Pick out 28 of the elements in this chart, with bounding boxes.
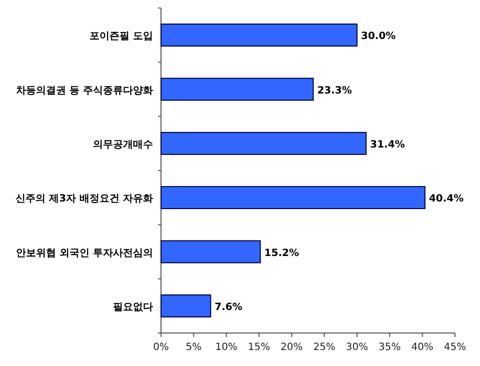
x-tick-label: 5%: [186, 342, 202, 353]
bar: [160, 78, 314, 101]
bar: [160, 186, 426, 210]
y-tick-label: 차등의결권 등 주식종류다양화: [16, 85, 153, 96]
y-tick-label: 포이즌필 도입: [90, 31, 153, 42]
x-tick-label: 40%: [411, 342, 434, 353]
bar: [160, 294, 212, 318]
x-tick-label: 15%: [248, 342, 270, 353]
data-label: 40.4%: [428, 194, 464, 205]
data-label: 7.6%: [214, 302, 242, 313]
x-tick-label: 25%: [313, 342, 336, 353]
x-tick-label: 30%: [346, 342, 368, 353]
data-label: 30.0%: [361, 31, 396, 42]
bar: [160, 132, 367, 155]
data-label: 15.2%: [264, 248, 300, 259]
x-tick-label: 10%: [215, 342, 238, 353]
bar: [160, 24, 358, 47]
bar: [160, 240, 261, 264]
y-tick-label: 안보위협 외국인 투자사전심의: [16, 248, 153, 259]
y-tick-label: 의무공개매수: [93, 139, 153, 150]
x-tick-label: 20%: [280, 342, 303, 353]
y-tick-label: 신주의 제3자 배정요건 자유화: [16, 194, 153, 205]
x-tick-label: 0%: [153, 342, 169, 353]
x-tick-label: 35%: [378, 342, 401, 353]
x-tick-label: 45%: [444, 342, 466, 353]
y-tick-label: 필요없다: [113, 302, 153, 313]
data-label: 23.3%: [317, 85, 352, 96]
data-label: 31.4%: [370, 139, 405, 150]
